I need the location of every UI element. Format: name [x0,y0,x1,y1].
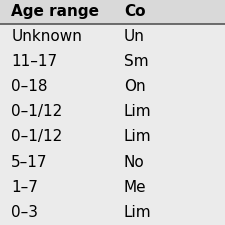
Text: Un: Un [124,29,145,44]
Text: Co: Co [124,4,145,19]
FancyBboxPatch shape [0,0,225,24]
Text: Me: Me [124,180,146,195]
FancyBboxPatch shape [0,175,225,200]
FancyBboxPatch shape [0,149,225,175]
Text: No: No [124,155,144,170]
Text: Lim: Lim [124,104,151,119]
Text: 0–1/12: 0–1/12 [11,104,63,119]
FancyBboxPatch shape [0,99,225,124]
Text: Lim: Lim [124,129,151,144]
FancyBboxPatch shape [0,49,225,74]
FancyBboxPatch shape [0,24,225,49]
FancyBboxPatch shape [0,124,225,149]
Text: 0–1/12: 0–1/12 [11,129,63,144]
Text: Age range: Age range [11,4,99,19]
Text: 0–18: 0–18 [11,79,48,94]
FancyBboxPatch shape [0,74,225,99]
Text: Lim: Lim [124,205,151,220]
Text: Sm: Sm [124,54,148,69]
Text: 5–17: 5–17 [11,155,48,170]
Text: Unknown: Unknown [11,29,82,44]
FancyBboxPatch shape [0,200,225,225]
Text: On: On [124,79,145,94]
Text: 11–17: 11–17 [11,54,57,69]
Text: 0–3: 0–3 [11,205,38,220]
Text: 1–7: 1–7 [11,180,38,195]
